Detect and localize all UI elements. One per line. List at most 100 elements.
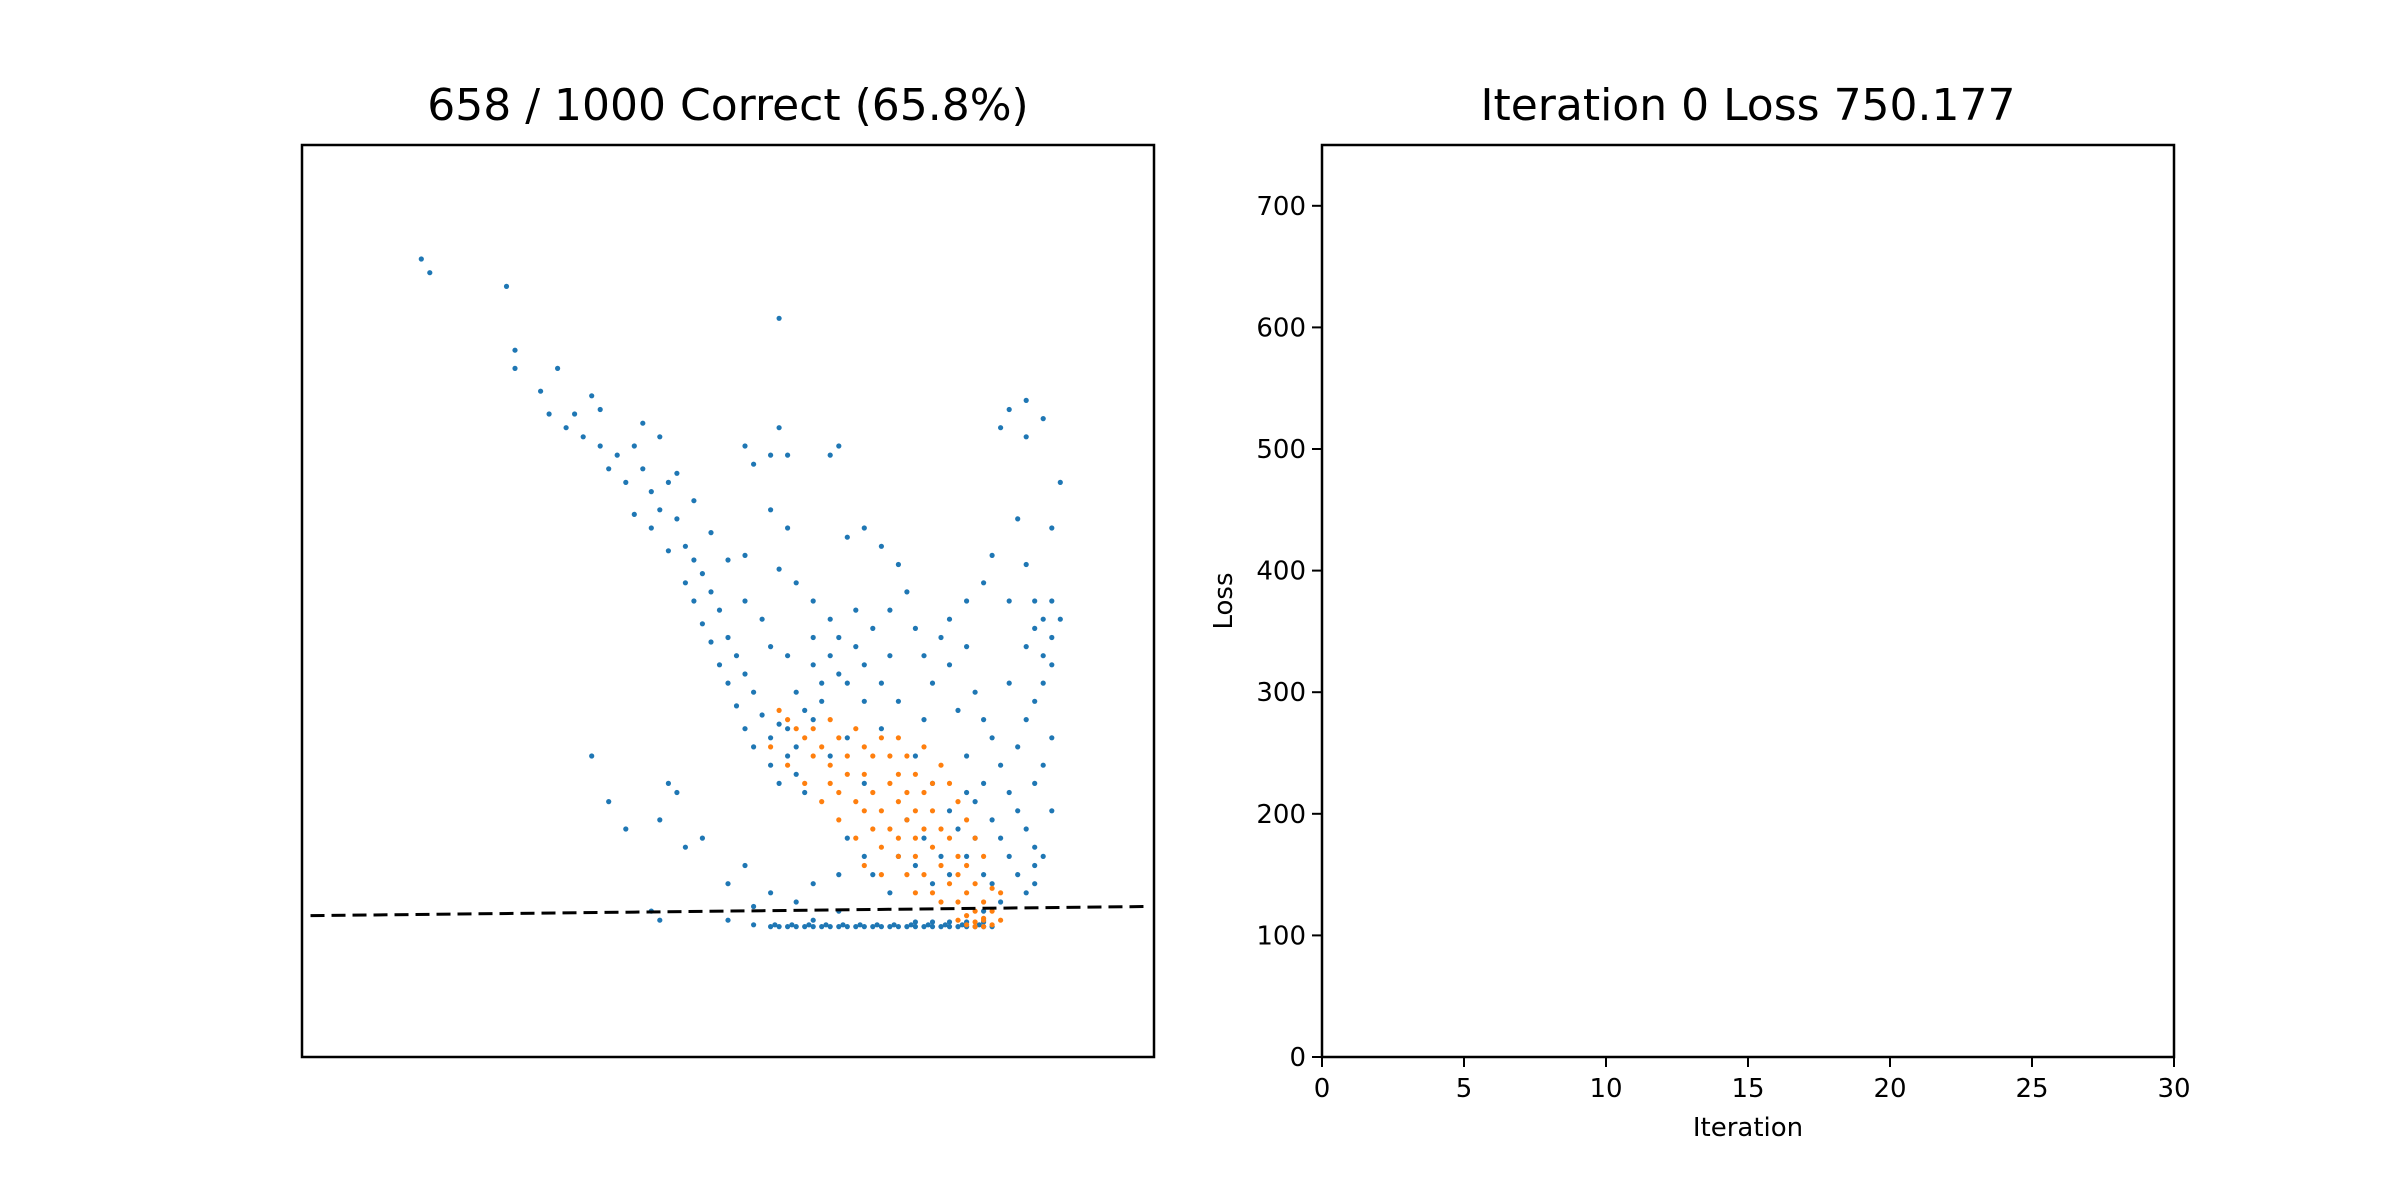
scatter-point-class-a — [768, 735, 774, 741]
scatter-point-class-a — [716, 607, 723, 613]
y-tick-label: 200 — [1256, 800, 1306, 830]
scatter-point-class-a — [844, 924, 850, 930]
scatter-point-class-a — [857, 922, 863, 928]
scatter-point-class-a — [708, 589, 714, 595]
scatter-point-class-a — [938, 853, 944, 860]
scatter-point-class-b — [904, 753, 910, 759]
scatter-point-class-a — [512, 365, 518, 371]
scatter-point-class-a — [878, 543, 885, 549]
scatter-point-class-b — [870, 753, 876, 759]
scatter-point-class-a — [597, 406, 603, 413]
scatter-point-class-a — [768, 644, 774, 650]
scatter-point-class-a — [772, 922, 778, 928]
scatter-point-class-b — [955, 917, 961, 923]
scatter-point-class-a — [1049, 808, 1055, 814]
scatter-point-class-a — [827, 924, 833, 930]
scatter-chart: 658 / 1000 Correct (65.8%) — [300, 80, 1156, 1059]
scatter-point-class-b — [998, 890, 1004, 896]
scatter-point-class-a — [776, 566, 782, 572]
scatter-point-class-a — [964, 789, 970, 796]
scatter-point-class-a — [929, 924, 936, 930]
scatter-point-class-a — [589, 753, 595, 759]
scatter-point-class-a — [742, 552, 748, 559]
scatter-point-class-a — [989, 817, 995, 823]
scatter-point-class-a — [895, 698, 902, 704]
scatter-point-class-a — [861, 525, 867, 531]
scatter-point-class-a — [759, 616, 765, 622]
scatter-point-class-a — [998, 762, 1004, 768]
scatter-point-class-a — [904, 924, 910, 930]
loss-y-axis-label: Loss — [1209, 572, 1239, 629]
scatter-point-class-a — [793, 744, 799, 750]
scatter-point-class-a — [836, 671, 842, 677]
scatter-point-class-a — [1040, 853, 1046, 860]
scatter-point-class-b — [929, 780, 936, 787]
scatter-point-class-a — [861, 698, 867, 704]
scatter-point-class-a — [810, 598, 816, 604]
scatter-point-class-b — [785, 717, 791, 723]
scatter-point-class-b — [921, 744, 927, 750]
loss-axes-frame — [1320, 143, 2176, 1059]
scatter-point-class-a — [759, 712, 765, 718]
scatter-point-class-a — [853, 644, 859, 650]
scatter-point-class-a — [938, 924, 944, 930]
scatter-point-class-b — [895, 835, 902, 841]
scatter-point-class-a — [716, 662, 723, 668]
scatter-point-class-a — [503, 283, 510, 289]
scatter-point-class-a — [657, 507, 663, 513]
scatter-point-class-b — [844, 753, 850, 759]
scatter-point-class-a — [878, 924, 885, 930]
scatter-point-class-a — [844, 680, 850, 686]
scatter-point-class-a — [1032, 881, 1038, 887]
scatter-point-class-b — [955, 899, 961, 905]
scatter-point-class-a — [938, 634, 944, 641]
scatter-point-class-a — [827, 616, 833, 622]
scatter-point-class-a — [751, 922, 757, 928]
scatter-point-class-b — [981, 899, 987, 905]
scatter-point-class-a — [981, 780, 987, 787]
scatter-point-class-a — [989, 735, 995, 741]
scatter-point-class-b — [989, 922, 995, 928]
loss-y-ticks: 0 100 200 300 400 500 600 700 — [1256, 192, 1322, 1073]
scatter-point-class-b — [887, 780, 893, 787]
scatter-point-class-a — [742, 726, 748, 732]
scatter-point-class-a — [981, 717, 987, 723]
scatter-point-class-a — [836, 872, 842, 878]
scatter-point-class-a — [768, 507, 774, 513]
scatter-point-class-a — [810, 717, 816, 723]
scatter-point-class-a — [657, 917, 663, 923]
scatter-point-class-a — [925, 922, 931, 928]
scatter-point-class-a — [827, 452, 833, 458]
scatter-point-class-a — [929, 680, 936, 686]
y-tick-label: 0 — [1289, 1043, 1306, 1073]
loss-title: Iteration 0 Loss 750.177 — [1480, 80, 2015, 131]
scatter-point-class-a — [946, 872, 953, 878]
scatter-point-class-a — [1049, 634, 1055, 641]
scatter-point-class-b — [972, 881, 978, 887]
scatter-point-class-a — [682, 580, 689, 586]
scatter-point-class-a — [861, 780, 867, 787]
scatter-point-class-a — [912, 753, 919, 759]
scatter-point-class-a — [1057, 479, 1063, 485]
scatter-point-class-a — [538, 388, 544, 394]
scatter-point-class-a — [674, 789, 680, 796]
scatter-point-class-a — [823, 922, 829, 928]
scatter-point-class-a — [929, 881, 936, 887]
scatter-point-class-a — [1006, 598, 1012, 604]
scatter-point-class-a — [955, 707, 961, 714]
scatter-point-class-a — [1032, 625, 1038, 632]
scatter-point-class-a — [1032, 598, 1038, 604]
scatter-point-class-a — [1006, 789, 1012, 796]
scatter-point-class-a — [1023, 434, 1029, 440]
scatter-point-class-b — [964, 922, 970, 928]
scatter-point-class-a — [725, 917, 731, 923]
x-tick-label: 5 — [1456, 1074, 1473, 1104]
scatter-point-class-a — [802, 707, 808, 714]
scatter-point-class-a — [853, 607, 859, 613]
scatter-point-class-a — [959, 922, 965, 928]
scatter-point-class-b — [819, 744, 825, 750]
scatter-point-class-a — [785, 726, 791, 732]
scatter-point-class-a — [989, 881, 995, 887]
scatter-point-class-b — [964, 817, 970, 823]
scatter-point-class-a — [606, 799, 612, 805]
